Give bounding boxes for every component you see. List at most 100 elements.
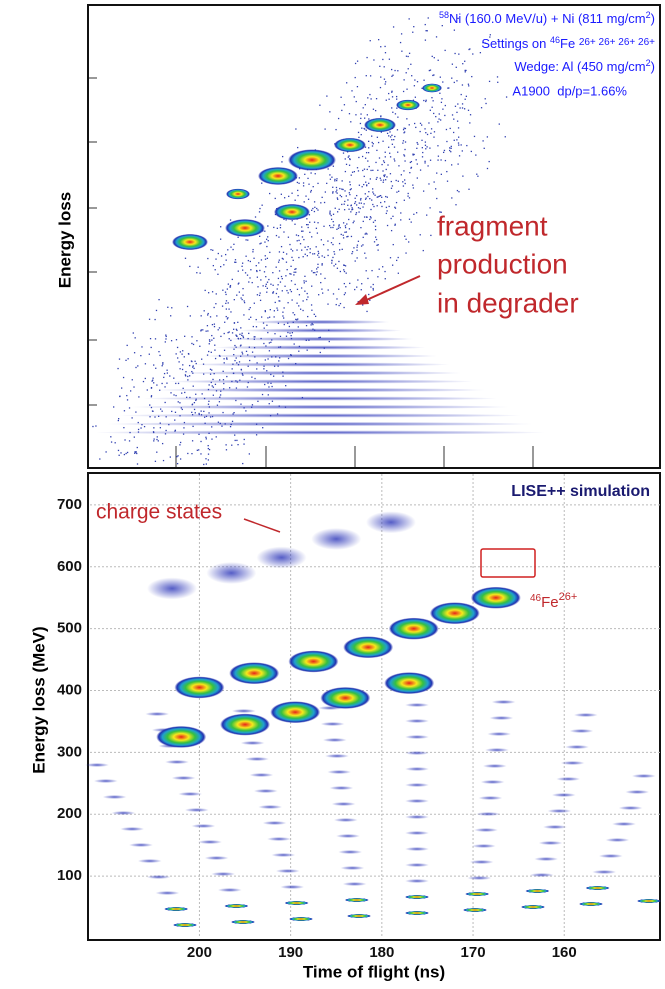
dot	[247, 239, 249, 241]
dot	[428, 69, 431, 72]
dot	[376, 149, 378, 152]
dot	[194, 412, 196, 414]
dot	[342, 188, 344, 191]
dot	[179, 368, 181, 370]
dot	[424, 160, 426, 162]
dot	[437, 59, 439, 61]
dot	[214, 269, 216, 271]
dot	[203, 463, 205, 466]
dot	[331, 259, 333, 261]
dot	[388, 135, 390, 137]
dot	[350, 235, 353, 238]
dot	[275, 234, 278, 237]
dot	[323, 201, 326, 204]
dot	[297, 318, 299, 320]
dot	[348, 192, 350, 194]
dot	[267, 240, 269, 242]
dot	[433, 57, 435, 59]
dot	[266, 281, 269, 283]
dot	[395, 201, 398, 204]
dot	[438, 118, 440, 120]
streak	[258, 805, 283, 809]
dot	[348, 228, 351, 230]
dot	[263, 342, 265, 345]
dot	[123, 410, 126, 412]
dot	[423, 79, 425, 81]
dot	[317, 250, 319, 253]
dot	[408, 241, 410, 243]
cluster	[256, 546, 307, 569]
dot	[222, 411, 224, 414]
dot	[265, 238, 268, 240]
dot	[159, 354, 161, 357]
dot	[227, 331, 229, 334]
dot	[156, 451, 158, 453]
dot	[234, 344, 236, 347]
dot	[393, 158, 395, 160]
dot	[231, 368, 233, 370]
dot	[380, 179, 382, 181]
dot	[354, 62, 357, 65]
dot	[297, 189, 299, 192]
streak	[405, 815, 429, 819]
dot	[278, 270, 281, 272]
dot	[278, 300, 280, 302]
dot	[318, 294, 320, 296]
streak	[280, 885, 305, 889]
dot	[171, 307, 173, 309]
dot	[406, 118, 408, 120]
dot	[257, 400, 259, 402]
dot	[221, 305, 224, 307]
dot	[321, 196, 323, 199]
dot	[366, 184, 368, 186]
dot	[191, 342, 193, 345]
dot	[429, 109, 431, 111]
dot	[319, 104, 321, 106]
dot	[263, 271, 266, 273]
dot	[162, 459, 165, 462]
dot	[349, 158, 351, 161]
streak	[469, 860, 494, 864]
dot	[117, 449, 120, 452]
dot	[173, 377, 175, 379]
dot	[99, 458, 101, 460]
dot	[230, 311, 232, 313]
streak	[191, 824, 216, 828]
dot	[291, 299, 293, 301]
dot	[342, 237, 345, 239]
dot	[345, 195, 347, 197]
dot	[413, 153, 415, 156]
dot	[448, 87, 450, 89]
dot	[356, 86, 359, 88]
dot	[349, 158, 351, 160]
dot	[209, 340, 211, 343]
dot	[305, 223, 308, 226]
dot	[207, 453, 210, 455]
dot	[380, 76, 382, 78]
dot	[206, 325, 209, 327]
dot	[368, 147, 370, 149]
dot	[354, 201, 357, 203]
dot	[192, 425, 194, 428]
dot	[344, 226, 347, 229]
dot	[370, 98, 372, 100]
dot	[369, 93, 371, 96]
dot	[196, 449, 198, 451]
dot	[280, 193, 283, 195]
dot	[346, 223, 348, 225]
dot	[380, 115, 382, 117]
dot	[337, 198, 339, 200]
dot	[373, 205, 375, 208]
dot	[209, 316, 212, 318]
dot	[254, 377, 256, 380]
dot	[330, 218, 333, 220]
dot	[461, 103, 464, 105]
dot	[433, 74, 435, 76]
dot	[287, 292, 289, 294]
dot	[305, 195, 307, 197]
dot	[239, 345, 242, 347]
y-tick-label: 500	[57, 620, 82, 637]
dot	[216, 315, 218, 317]
dot	[283, 231, 285, 233]
streak	[521, 905, 545, 909]
